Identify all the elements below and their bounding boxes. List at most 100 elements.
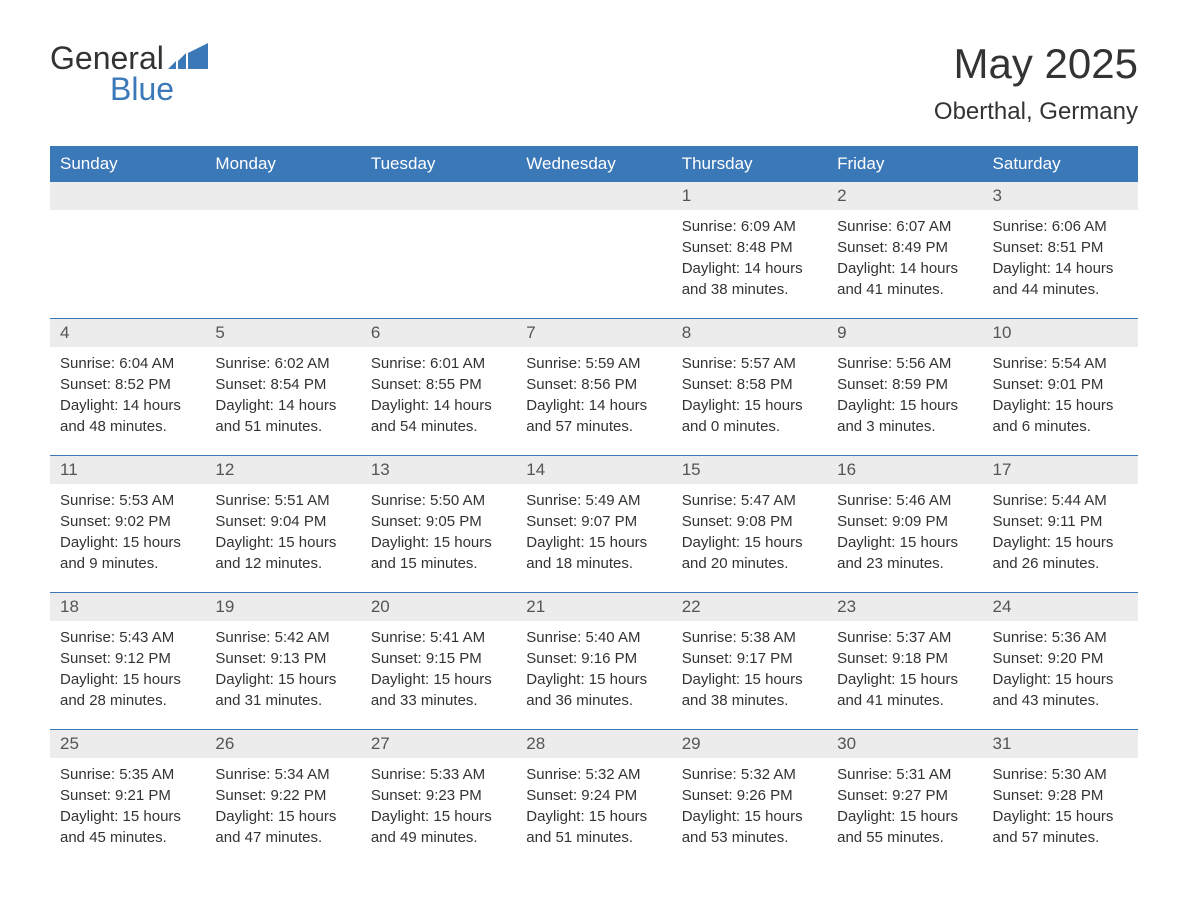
- daylight-text: Daylight: 14 hours and 41 minutes.: [837, 258, 972, 300]
- calendar-cell: 9Sunrise: 5:56 AMSunset: 8:59 PMDaylight…: [827, 319, 982, 456]
- day-header-tue: Tuesday: [361, 146, 516, 182]
- day-content: Sunrise: 6:06 AMSunset: 8:51 PMDaylight:…: [983, 210, 1138, 300]
- sunset-text: Sunset: 9:21 PM: [60, 785, 195, 806]
- daylight-text: Daylight: 14 hours and 54 minutes.: [371, 395, 506, 437]
- sunset-text: Sunset: 9:13 PM: [215, 648, 350, 669]
- daylight-text: Daylight: 15 hours and 38 minutes.: [682, 669, 817, 711]
- daylight-text: Daylight: 15 hours and 3 minutes.: [837, 395, 972, 437]
- calendar-cell: 8Sunrise: 5:57 AMSunset: 8:58 PMDaylight…: [672, 319, 827, 456]
- title-block: May 2025 Oberthal, Germany: [934, 40, 1138, 126]
- location-label: Oberthal, Germany: [934, 98, 1138, 126]
- calendar-cell: [205, 182, 360, 319]
- calendar-cell: 19Sunrise: 5:42 AMSunset: 9:13 PMDayligh…: [205, 593, 360, 730]
- sunrise-text: Sunrise: 6:07 AM: [837, 216, 972, 237]
- day-content: Sunrise: 5:31 AMSunset: 9:27 PMDaylight:…: [827, 758, 982, 848]
- sunset-text: Sunset: 9:11 PM: [993, 511, 1128, 532]
- day-content: Sunrise: 5:30 AMSunset: 9:28 PMDaylight:…: [983, 758, 1138, 848]
- day-number: 16: [827, 456, 982, 484]
- calendar-cell: 16Sunrise: 5:46 AMSunset: 9:09 PMDayligh…: [827, 456, 982, 593]
- sunrise-text: Sunrise: 5:37 AM: [837, 627, 972, 648]
- day-header-fri: Friday: [827, 146, 982, 182]
- sunrise-text: Sunrise: 5:53 AM: [60, 490, 195, 511]
- sunrise-text: Sunrise: 5:51 AM: [215, 490, 350, 511]
- calendar-cell: 13Sunrise: 5:50 AMSunset: 9:05 PMDayligh…: [361, 456, 516, 593]
- calendar-cell: 3Sunrise: 6:06 AMSunset: 8:51 PMDaylight…: [983, 182, 1138, 319]
- day-number: 31: [983, 730, 1138, 758]
- calendar-week-row: 4Sunrise: 6:04 AMSunset: 8:52 PMDaylight…: [50, 319, 1138, 456]
- sunrise-text: Sunrise: 5:33 AM: [371, 764, 506, 785]
- sunrise-text: Sunrise: 6:04 AM: [60, 353, 195, 374]
- calendar-table: Sunday Monday Tuesday Wednesday Thursday…: [50, 146, 1138, 866]
- sunset-text: Sunset: 8:49 PM: [837, 237, 972, 258]
- daylight-text: Daylight: 15 hours and 45 minutes.: [60, 806, 195, 848]
- sunset-text: Sunset: 8:48 PM: [682, 237, 817, 258]
- calendar-cell: [516, 182, 671, 319]
- sunrise-text: Sunrise: 6:09 AM: [682, 216, 817, 237]
- sunrise-text: Sunrise: 6:06 AM: [993, 216, 1128, 237]
- day-content: Sunrise: 5:54 AMSunset: 9:01 PMDaylight:…: [983, 347, 1138, 437]
- calendar-cell: 27Sunrise: 5:33 AMSunset: 9:23 PMDayligh…: [361, 730, 516, 867]
- calendar-cell: 31Sunrise: 5:30 AMSunset: 9:28 PMDayligh…: [983, 730, 1138, 867]
- daylight-text: Daylight: 15 hours and 55 minutes.: [837, 806, 972, 848]
- sunrise-text: Sunrise: 5:34 AM: [215, 764, 350, 785]
- brand-text-blue: Blue: [110, 71, 174, 108]
- day-number: 18: [50, 593, 205, 621]
- daylight-text: Daylight: 15 hours and 49 minutes.: [371, 806, 506, 848]
- calendar-cell: 11Sunrise: 5:53 AMSunset: 9:02 PMDayligh…: [50, 456, 205, 593]
- daylight-text: Daylight: 15 hours and 9 minutes.: [60, 532, 195, 574]
- calendar-cell: 29Sunrise: 5:32 AMSunset: 9:26 PMDayligh…: [672, 730, 827, 867]
- day-header-mon: Monday: [205, 146, 360, 182]
- daylight-text: Daylight: 15 hours and 15 minutes.: [371, 532, 506, 574]
- calendar-cell: 23Sunrise: 5:37 AMSunset: 9:18 PMDayligh…: [827, 593, 982, 730]
- sunrise-text: Sunrise: 5:32 AM: [526, 764, 661, 785]
- sunset-text: Sunset: 8:58 PM: [682, 374, 817, 395]
- calendar-cell: 21Sunrise: 5:40 AMSunset: 9:16 PMDayligh…: [516, 593, 671, 730]
- calendar-week-row: 1Sunrise: 6:09 AMSunset: 8:48 PMDaylight…: [50, 182, 1138, 319]
- day-content: [50, 210, 205, 300]
- daylight-text: Daylight: 15 hours and 33 minutes.: [371, 669, 506, 711]
- sunset-text: Sunset: 9:12 PM: [60, 648, 195, 669]
- day-number: 27: [361, 730, 516, 758]
- day-content: Sunrise: 5:40 AMSunset: 9:16 PMDaylight:…: [516, 621, 671, 711]
- sunset-text: Sunset: 8:56 PM: [526, 374, 661, 395]
- daylight-text: Daylight: 15 hours and 12 minutes.: [215, 532, 350, 574]
- day-content: Sunrise: 5:44 AMSunset: 9:11 PMDaylight:…: [983, 484, 1138, 574]
- day-content: Sunrise: 5:46 AMSunset: 9:09 PMDaylight:…: [827, 484, 982, 574]
- day-content: [205, 210, 360, 300]
- day-content: [361, 210, 516, 300]
- day-content: Sunrise: 5:51 AMSunset: 9:04 PMDaylight:…: [205, 484, 360, 574]
- daylight-text: Daylight: 15 hours and 57 minutes.: [993, 806, 1128, 848]
- day-number: 20: [361, 593, 516, 621]
- sunset-text: Sunset: 8:51 PM: [993, 237, 1128, 258]
- sunrise-text: Sunrise: 5:32 AM: [682, 764, 817, 785]
- sunset-text: Sunset: 8:54 PM: [215, 374, 350, 395]
- daylight-text: Daylight: 15 hours and 51 minutes.: [526, 806, 661, 848]
- calendar-cell: 24Sunrise: 5:36 AMSunset: 9:20 PMDayligh…: [983, 593, 1138, 730]
- day-number: 10: [983, 319, 1138, 347]
- day-content: [516, 210, 671, 300]
- day-number: 19: [205, 593, 360, 621]
- day-number: 21: [516, 593, 671, 621]
- sunset-text: Sunset: 9:09 PM: [837, 511, 972, 532]
- sunset-text: Sunset: 9:04 PM: [215, 511, 350, 532]
- day-number: 25: [50, 730, 205, 758]
- daylight-text: Daylight: 15 hours and 23 minutes.: [837, 532, 972, 574]
- calendar-cell: 22Sunrise: 5:38 AMSunset: 9:17 PMDayligh…: [672, 593, 827, 730]
- sunset-text: Sunset: 9:20 PM: [993, 648, 1128, 669]
- day-number: 2: [827, 182, 982, 210]
- daylight-text: Daylight: 14 hours and 44 minutes.: [993, 258, 1128, 300]
- daylight-text: Daylight: 15 hours and 26 minutes.: [993, 532, 1128, 574]
- calendar-cell: 5Sunrise: 6:02 AMSunset: 8:54 PMDaylight…: [205, 319, 360, 456]
- sunrise-text: Sunrise: 5:47 AM: [682, 490, 817, 511]
- daylight-text: Daylight: 14 hours and 51 minutes.: [215, 395, 350, 437]
- sunset-text: Sunset: 9:18 PM: [837, 648, 972, 669]
- day-content: Sunrise: 5:57 AMSunset: 8:58 PMDaylight:…: [672, 347, 827, 437]
- sunset-text: Sunset: 8:52 PM: [60, 374, 195, 395]
- sunrise-text: Sunrise: 5:35 AM: [60, 764, 195, 785]
- day-number: [205, 182, 360, 210]
- sunrise-text: Sunrise: 5:44 AM: [993, 490, 1128, 511]
- calendar-week-row: 18Sunrise: 5:43 AMSunset: 9:12 PMDayligh…: [50, 593, 1138, 730]
- sunset-text: Sunset: 9:27 PM: [837, 785, 972, 806]
- sunset-text: Sunset: 9:24 PM: [526, 785, 661, 806]
- calendar-cell: 4Sunrise: 6:04 AMSunset: 8:52 PMDaylight…: [50, 319, 205, 456]
